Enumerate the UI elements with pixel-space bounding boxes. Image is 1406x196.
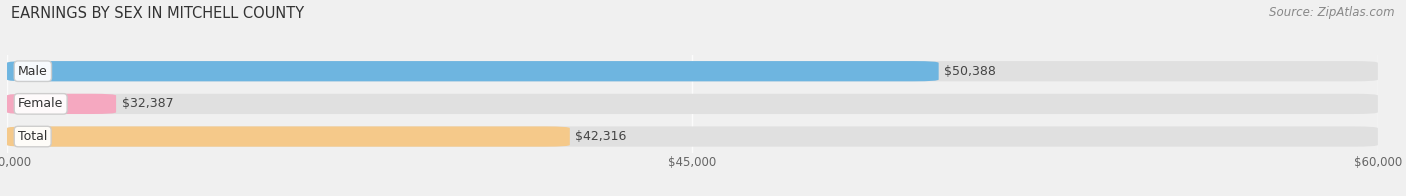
FancyBboxPatch shape — [7, 94, 117, 114]
FancyBboxPatch shape — [7, 126, 1378, 147]
FancyBboxPatch shape — [7, 94, 1378, 114]
Text: Source: ZipAtlas.com: Source: ZipAtlas.com — [1270, 6, 1395, 19]
Text: EARNINGS BY SEX IN MITCHELL COUNTY: EARNINGS BY SEX IN MITCHELL COUNTY — [11, 6, 304, 21]
Text: $42,316: $42,316 — [575, 130, 627, 143]
Text: $50,388: $50,388 — [945, 65, 995, 78]
FancyBboxPatch shape — [7, 126, 569, 147]
Text: $32,387: $32,387 — [121, 97, 173, 110]
Text: Male: Male — [18, 65, 48, 78]
FancyBboxPatch shape — [7, 61, 1378, 81]
FancyBboxPatch shape — [7, 61, 939, 81]
Text: Total: Total — [18, 130, 48, 143]
Text: Female: Female — [18, 97, 63, 110]
